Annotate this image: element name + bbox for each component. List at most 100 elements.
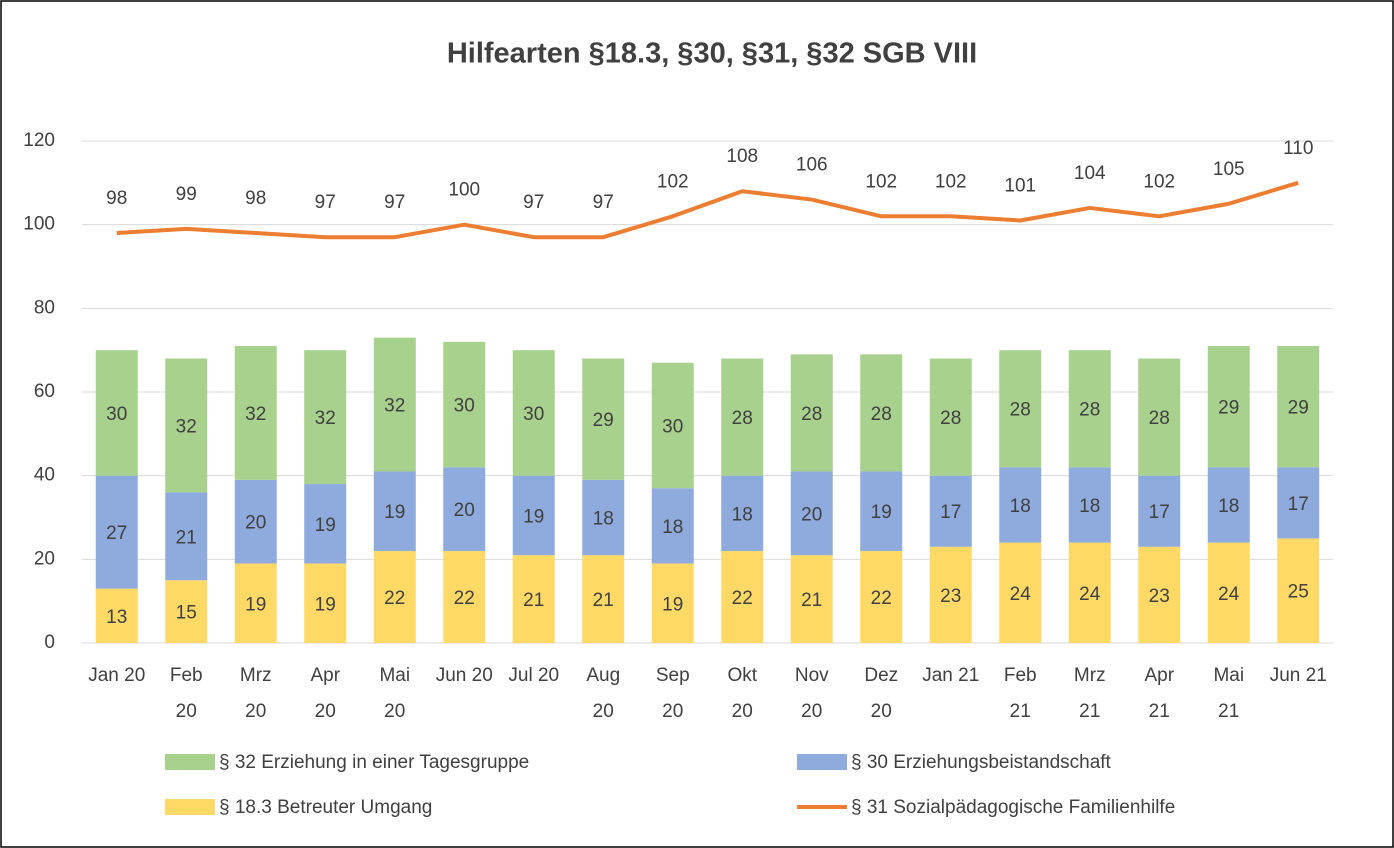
bar-segment — [1277, 345, 1320, 468]
data-label: 28 — [1010, 400, 1031, 421]
bar-segment — [512, 555, 555, 643]
y-tick-label: 60 — [34, 381, 55, 402]
data-label: 30 — [106, 404, 127, 425]
x-tick-label: Mrz 20 — [240, 665, 272, 722]
bar-segment — [165, 580, 208, 643]
data-label: 21 — [801, 590, 822, 611]
x-tick-label: Feb 20 — [170, 665, 203, 722]
data-label: 32 — [176, 416, 197, 437]
bar-segment — [999, 350, 1042, 468]
data-label: 105 — [1213, 159, 1245, 180]
bar-segment — [304, 563, 347, 643]
data-label: 30 — [454, 396, 475, 417]
bar-segment — [304, 484, 347, 564]
data-label: 110 — [1283, 138, 1313, 159]
data-label: 19 — [662, 594, 683, 615]
bar-segment — [929, 546, 972, 643]
line-series — [116, 180, 1299, 240]
data-label: 32 — [384, 396, 405, 417]
data-label: 18 — [1010, 496, 1031, 517]
data-label: 19 — [384, 502, 405, 523]
data-label: 29 — [593, 410, 614, 431]
data-label: 29 — [1288, 398, 1309, 419]
x-tick-label: Apr 21 — [1144, 665, 1174, 722]
data-label: 28 — [801, 404, 822, 425]
bar-segment — [582, 479, 625, 556]
x-tick-label: Apr 20 — [310, 665, 340, 722]
data-label: 28 — [732, 408, 753, 429]
bar-segment — [234, 345, 277, 480]
data-label: 19 — [871, 502, 892, 523]
bar-segment — [443, 467, 486, 551]
data-label: 32 — [315, 408, 336, 429]
bar-segment — [1207, 345, 1250, 468]
data-label: 30 — [662, 416, 683, 437]
data-label: 29 — [1218, 398, 1239, 419]
bar-segment — [721, 550, 764, 643]
data-label: 98 — [245, 188, 266, 209]
bar-segment — [512, 475, 555, 556]
bar-segment — [95, 588, 138, 643]
bar-segment — [582, 555, 625, 643]
data-label: 18 — [732, 504, 753, 525]
data-label: 19 — [315, 594, 336, 615]
data-label: 20 — [245, 513, 266, 534]
data-label: 97 — [384, 192, 405, 213]
legend-label: § 32 Erziehung in einer Tagesgruppe — [219, 752, 529, 773]
data-label: 18 — [1079, 496, 1100, 517]
y-tick-label: 100 — [23, 214, 55, 235]
data-label: 28 — [1149, 408, 1170, 429]
data-label: 99 — [176, 184, 197, 205]
data-label: 19 — [523, 506, 544, 527]
data-label: 102 — [1143, 171, 1175, 192]
bar-segment — [373, 550, 416, 643]
data-label: 21 — [523, 590, 544, 611]
data-label: 101 — [1004, 175, 1036, 196]
legend-label: § 30 Erziehungsbeistandschaft — [851, 752, 1112, 773]
data-label: 97 — [315, 192, 336, 213]
legend-swatch — [165, 754, 215, 770]
data-label: 106 — [796, 155, 828, 176]
data-label: 25 — [1288, 582, 1309, 603]
data-label: 98 — [106, 188, 127, 209]
data-label: 18 — [1218, 496, 1239, 517]
data-label: 108 — [726, 146, 758, 167]
legend-swatch — [165, 799, 215, 815]
x-tick-label: Nov 20 — [795, 665, 829, 722]
bar-segment — [582, 358, 625, 480]
bar-segment — [165, 358, 208, 493]
bar-segment — [234, 563, 277, 643]
bar-segment — [1068, 542, 1111, 643]
bar-segment — [373, 471, 416, 551]
data-label: 27 — [106, 523, 127, 544]
data-label: 22 — [732, 588, 753, 609]
bar-segment — [443, 550, 486, 643]
data-label: 20 — [454, 500, 475, 521]
data-label: 97 — [593, 192, 614, 213]
data-label: 24 — [1079, 584, 1101, 605]
data-label: 22 — [384, 588, 405, 609]
data-label: 22 — [871, 588, 892, 609]
bar-segment — [1138, 546, 1181, 643]
y-tick-label: 40 — [34, 465, 55, 486]
x-tick-label: Mrz 21 — [1074, 665, 1106, 722]
bar-segment — [95, 350, 138, 476]
data-label: 102 — [865, 171, 897, 192]
data-label: 28 — [1079, 400, 1100, 421]
data-label: 24 — [1010, 584, 1032, 605]
bar-segment — [1277, 467, 1320, 539]
data-label: 97 — [523, 192, 544, 213]
data-label: 22 — [454, 588, 475, 609]
bar-segment — [1277, 538, 1320, 643]
bar-segment — [1138, 475, 1181, 547]
bar-segment — [860, 471, 903, 551]
bar-segment — [790, 555, 833, 643]
x-tick-label: Jan 21 — [922, 665, 979, 686]
data-label: 100 — [448, 180, 480, 201]
bar-segment — [999, 467, 1042, 543]
data-label: 17 — [1288, 494, 1309, 515]
data-label: 18 — [662, 517, 683, 538]
bar-segment — [1068, 350, 1111, 468]
bar-segment — [234, 479, 277, 564]
bar-segment — [443, 341, 486, 468]
